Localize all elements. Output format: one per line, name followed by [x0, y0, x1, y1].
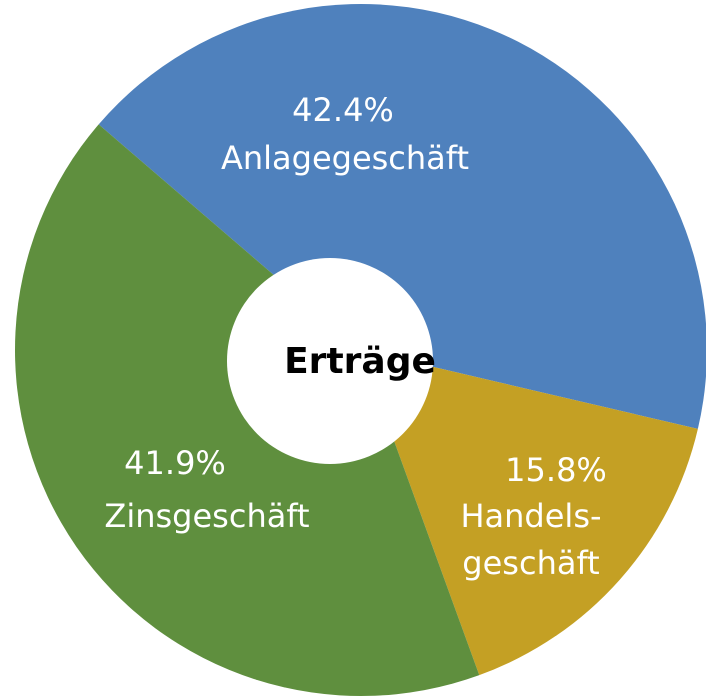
- category-label: Anlagegeschäft: [221, 139, 469, 177]
- slice: [361, 350, 698, 676]
- donut-hole: [227, 258, 433, 464]
- value-label: 42.4%: [292, 91, 394, 129]
- slice: [98, 4, 706, 429]
- category-label: geschäft: [462, 544, 599, 582]
- value-label: 15.8%: [505, 451, 607, 489]
- category-label: Zinsgeschäft: [104, 497, 309, 535]
- category-label: Handels-: [460, 497, 601, 535]
- chart-title: Erträge: [284, 341, 436, 382]
- value-label: 41.9%: [124, 444, 226, 482]
